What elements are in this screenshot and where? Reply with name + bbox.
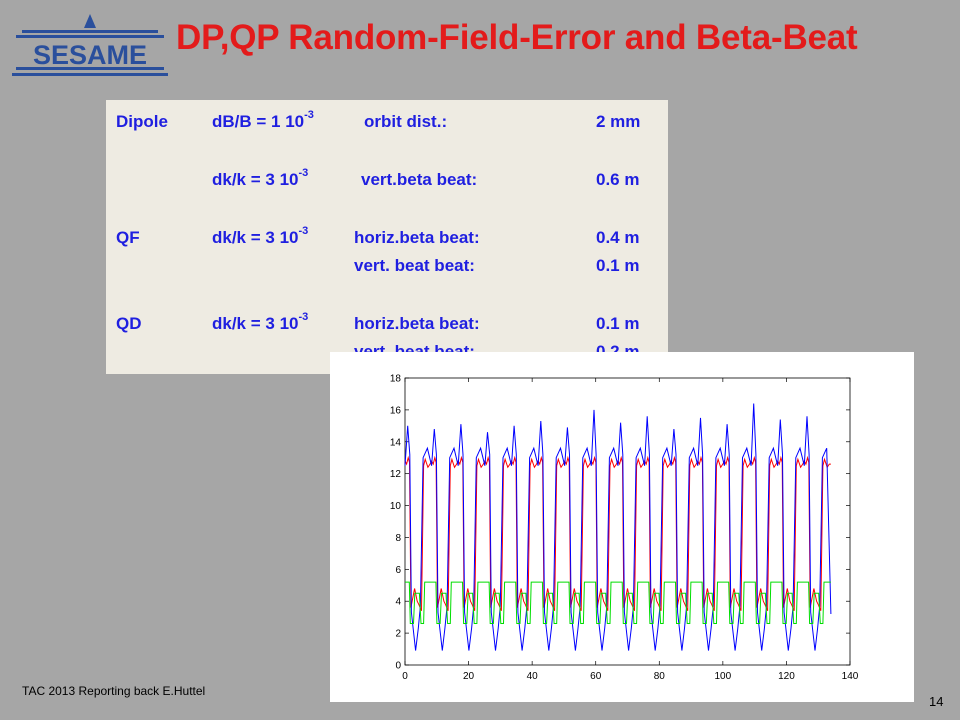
logo-bar-top2: [16, 35, 164, 38]
y-tick-label: 4: [395, 597, 401, 608]
table-quantity-label: orbit dist.:: [364, 112, 448, 131]
beta-chart: 0 20 40 60 80 100 120 140 0 2 4 6 8 10 12 14 16 18: [390, 374, 859, 683]
logo-text: SESAME: [33, 40, 147, 70]
x-tick-label: 80: [654, 671, 666, 682]
y-tick-label: 12: [390, 469, 402, 480]
logo-peak-icon: [84, 14, 96, 28]
table-result-value: 0.1 m: [596, 314, 640, 333]
x-tick-label: 140: [842, 671, 859, 682]
x-tick-label: 60: [590, 671, 602, 682]
table-error-exponent: -3: [298, 225, 309, 238]
slide-title: DP,QP Random-Field-Error and Beta-Beat: [176, 18, 858, 57]
table-element-label: QF: [116, 228, 140, 247]
table-error-exponent: -3: [304, 109, 314, 122]
y-tick-label: 14: [390, 437, 402, 448]
x-tick-label: 0: [402, 671, 408, 682]
table-result-value: 0.6 m: [596, 170, 640, 189]
table-quantity-label: vert.beta beat:: [361, 170, 478, 189]
table-quantity-label: vert. beat beat:: [354, 256, 475, 275]
y-tick-label: 8: [395, 533, 401, 544]
logo-bar-top: [22, 30, 158, 33]
error-table: Dipole dB/B = 1 10-3 orbit dist.: 2 mm dk/k …: [106, 100, 668, 374]
logo-bar-bottom: [16, 67, 164, 70]
x-tick-label: 120: [778, 671, 795, 682]
y-tick-label: 16: [390, 405, 402, 416]
table-error-exponent: -3: [298, 167, 309, 180]
footer-text: TAC 2013 Reporting back E.Huttel: [22, 684, 206, 698]
table-error-exponent: -3: [298, 311, 309, 324]
x-tick-label: 20: [463, 671, 475, 682]
x-tick-label: 40: [527, 671, 539, 682]
table-element-label: Dipole: [116, 112, 168, 131]
table-quantity-label: horiz.beta beat:: [354, 228, 480, 247]
table-error-value: dB/B = 1 10-3: [212, 109, 314, 131]
sesame-logo: SESAME: [12, 14, 168, 76]
y-tick-label: 2: [395, 629, 401, 640]
series-line-green: [405, 581, 831, 624]
logo-bar-bottom2: [12, 73, 168, 76]
beta-chart-panel: 0 20 40 60 80 100 120 140 0 2 4 6 8 10 12 14 16 18: [330, 352, 914, 702]
table-result-value: 0.4 m: [596, 228, 640, 247]
table-error-value: dk/k = 3 10-3: [212, 167, 309, 189]
table-error-value: dk/k = 3 10-3: [212, 225, 309, 247]
y-tick-label: 18: [390, 374, 402, 385]
table-element-label: QD: [116, 314, 142, 333]
plot-area: [404, 377, 851, 666]
y-tick-label: 10: [390, 501, 402, 512]
table-quantity-label: horiz.beta beat:: [354, 314, 480, 333]
x-tick-label: 100: [715, 671, 732, 682]
table-error-value: dk/k = 3 10-3: [212, 311, 309, 333]
page-number: 14: [929, 694, 944, 709]
y-tick-label: 0: [395, 661, 401, 672]
table-result-value: 2 mm: [596, 112, 641, 131]
y-tick-label: 6: [395, 565, 401, 576]
table-result-value: 0.1 m: [596, 256, 640, 275]
